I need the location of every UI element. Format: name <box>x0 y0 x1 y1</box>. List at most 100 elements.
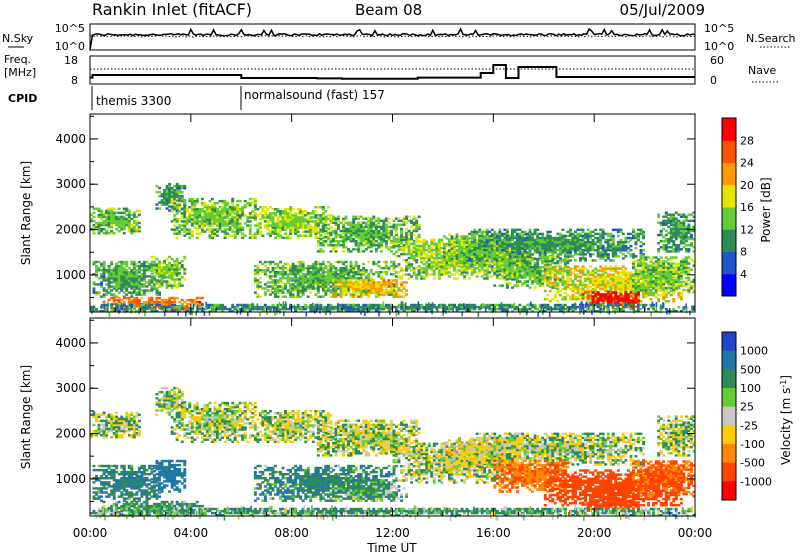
heatmap-cell <box>445 269 449 272</box>
heatmap-cell <box>584 249 588 252</box>
heatmap-cell <box>473 234 477 238</box>
heatmap-cell <box>526 232 530 236</box>
heatmap-cell <box>563 264 567 267</box>
heatmap-cell <box>107 213 111 217</box>
heatmap-cell <box>387 231 391 235</box>
heatmap-cell <box>173 189 177 192</box>
heatmap-cell <box>349 223 353 227</box>
heatmap-cell <box>153 270 156 273</box>
heatmap-cell <box>168 189 172 192</box>
heatmap-cell <box>163 193 167 196</box>
heatmap-cell <box>528 255 532 259</box>
heatmap-cell <box>233 224 237 227</box>
heatmap-cell <box>316 226 320 229</box>
heatmap-cell <box>314 210 318 213</box>
heatmap-cell <box>216 230 219 233</box>
heatmap-cell <box>231 197 235 201</box>
heatmap-cell <box>596 238 600 242</box>
heatmap-cell <box>407 233 411 237</box>
heatmap-cell <box>563 234 567 238</box>
heatmap-cell <box>579 289 582 293</box>
heatmap-cell <box>400 252 404 256</box>
heatmap-cell <box>372 262 376 266</box>
heatmap-cell <box>175 272 179 275</box>
heatmap-cell <box>178 226 182 229</box>
heatmap-cell <box>483 243 487 246</box>
heatmap-cell <box>480 257 484 260</box>
heatmap-cell <box>553 284 557 287</box>
heatmap-cell <box>132 281 136 284</box>
heatmap-cell <box>321 277 325 280</box>
heatmap-cell <box>271 269 275 272</box>
heatmap-cell <box>228 228 232 231</box>
heatmap-cell <box>379 219 383 223</box>
heatmap-cell <box>155 298 159 302</box>
heatmap-cell <box>475 247 479 250</box>
heatmap-cell <box>324 271 328 274</box>
heatmap-cell <box>231 228 235 231</box>
heatmap-cell <box>327 269 330 272</box>
heatmap-cell <box>276 226 280 229</box>
heatmap-cell <box>528 244 532 248</box>
heatmap-cell <box>342 275 346 278</box>
heatmap-cell <box>211 232 214 235</box>
heatmap-cell <box>596 249 600 252</box>
heatmap-cell <box>294 228 298 231</box>
heatmap-cell <box>342 225 346 229</box>
heatmap-cell <box>102 262 106 266</box>
heatmap-cell <box>589 265 593 268</box>
heatmap-cell <box>329 225 333 229</box>
heatmap-cell <box>296 271 300 274</box>
heatmap-cell <box>316 217 320 220</box>
heatmap-cell <box>294 264 298 268</box>
heatmap-cell <box>200 208 204 211</box>
heatmap-cell <box>173 197 177 201</box>
heatmap-cell <box>410 221 414 225</box>
heatmap-cell <box>289 293 293 296</box>
heatmap-cell <box>430 242 434 246</box>
heatmap-cell <box>395 225 398 229</box>
heatmap-cell <box>500 245 504 248</box>
heatmap-cell <box>536 274 540 277</box>
heatmap-cell <box>256 269 260 272</box>
heatmap-cell <box>574 247 577 250</box>
heatmap-cell <box>168 272 172 275</box>
heatmap-cell <box>387 281 391 284</box>
heatmap-cell <box>362 281 366 284</box>
heatmap-cell <box>188 302 192 306</box>
heatmap-cell <box>387 225 391 229</box>
heatmap-cell <box>495 240 499 244</box>
heatmap-cell <box>100 215 104 219</box>
heatmap-cell <box>306 271 310 274</box>
heatmap-cell <box>500 232 504 236</box>
heatmap-cell <box>339 279 343 282</box>
heatmap-cell <box>198 296 202 300</box>
heatmap-cell <box>296 266 300 270</box>
heatmap-cell <box>97 260 101 264</box>
heatmap-cell <box>120 285 124 288</box>
heatmap-cell <box>460 247 464 250</box>
heatmap-cell <box>117 279 121 282</box>
heatmap-cell <box>316 271 320 274</box>
heatmap-cell <box>621 257 625 260</box>
heatmap-cell <box>261 208 265 211</box>
heatmap-cell <box>327 260 330 264</box>
heatmap-cell <box>158 191 162 194</box>
heatmap-cell <box>526 266 530 269</box>
heatmap-cell <box>548 230 552 234</box>
heatmap-cell <box>274 266 277 270</box>
heatmap-cell <box>548 240 552 244</box>
heatmap-cell <box>458 253 461 257</box>
heatmap-cell <box>533 244 537 248</box>
nsky-tick-top-left: 10^5 <box>55 22 85 35</box>
heatmap-cell <box>127 298 131 302</box>
heatmap-cell <box>349 277 353 280</box>
heatmap-cell <box>505 272 509 275</box>
heatmap-cell <box>173 259 177 263</box>
heatmap-cell <box>309 220 313 223</box>
heatmap-cell <box>458 249 461 252</box>
heatmap-cell <box>150 307 154 310</box>
heatmap-cell <box>516 257 519 261</box>
heatmap-cell <box>107 223 111 227</box>
heatmap-cell <box>344 279 348 282</box>
